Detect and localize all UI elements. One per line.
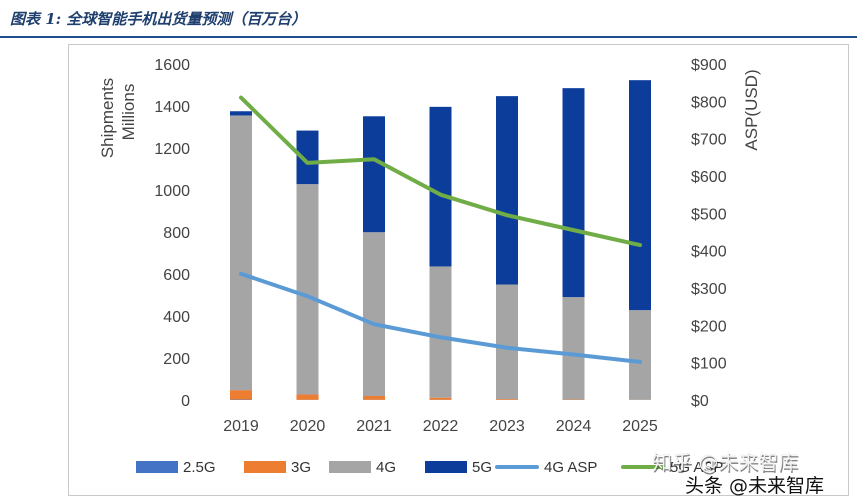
y-left-tick-1400: 1400 [154,99,190,116]
bar-5G-2023 [496,96,518,285]
y-left-label-line2: Millions [119,84,138,141]
legend-swatch-3g [244,461,286,473]
y-left-tick-800: 800 [163,225,190,242]
lines-layer [239,95,642,364]
bar-4G-2024 [562,297,585,400]
right-axis-ticks: $0 $100 $200 $300 $400 $500 $600 $700 $800 $900 [691,57,727,410]
y-left-tick-400: 400 [163,309,190,326]
figure-title-bar: 图表 1: 全球智能手机出货量预测（百万台） [0,0,857,38]
y-right-tick-100: $100 [691,356,727,373]
bar-3G-2021 [363,396,385,400]
figure-title: 图表 1: 全球智能手机出货量预测（百万台） [10,10,307,28]
legend: 2.5G 3G 4G 5G 4G ASP 5G ASP [136,459,723,476]
bar-5G-2020 [296,130,319,185]
watermark-primary-shadow: 知乎 @未来智库 [653,452,799,476]
line-5g-asp [239,95,642,248]
legend-swatch-4g [329,461,371,473]
y-right-tick-900: $900 [691,57,727,74]
x-tick-2020: 2020 [290,418,326,435]
bar-5G-2025 [629,80,651,311]
left-axis-ticks: 0 200 400 600 800 1000 1200 1400 1600 [154,57,190,410]
y-right-tick-300: $300 [691,281,727,298]
watermark-primary: 知乎 @未来智库 [652,450,798,474]
bar-3G-2023 [496,399,518,400]
y-right-tick-600: $600 [691,169,727,186]
bar-4G-2020 [296,184,319,395]
bar-5G-2021 [363,116,385,233]
y-left-tick-600: 600 [163,267,190,284]
watermark-secondary: 头条 @未来智库 [685,475,824,497]
x-tick-2023: 2023 [489,418,525,435]
bar-4G-2021 [363,232,385,397]
bar-3G-2019 [230,390,252,400]
legend-label-4g-asp: 4G ASP [544,459,597,476]
legend-label-2-5g: 2.5G [183,459,216,476]
legend-label-3g: 3G [291,459,311,476]
y-left-tick-200: 200 [163,351,190,368]
bar-4G-2022 [429,266,452,398]
y-right-tick-200: $200 [691,318,727,335]
bar-5G-2024 [562,88,585,298]
bar-5G-2022 [429,106,452,267]
bars-layer [230,80,651,400]
bar-3G-2020 [296,394,319,400]
chart-frame [68,44,849,496]
line-4g-asp [239,271,642,364]
x-tick-2022: 2022 [423,418,459,435]
bar-5G-2019 [230,111,252,116]
bar-4G-2019 [230,115,252,391]
bar-3G-2022 [429,397,452,400]
x-tick-2021: 2021 [356,418,392,435]
legend-label-4g: 4G [376,459,396,476]
y-right-tick-500: $500 [691,206,727,223]
legend-swatch-2-5g [136,461,178,473]
x-tick-2019: 2019 [223,418,259,435]
y-right-tick-800: $800 [691,94,727,111]
x-axis-ticks: 2019 2020 2021 2022 2023 2024 2025 [223,418,658,435]
y-left-tick-1200: 1200 [154,141,190,158]
y-left-tick-1000: 1000 [154,183,190,200]
bar-4G-2023 [496,284,518,400]
y-left-label-line1: Shipments [98,78,117,158]
legend-label-5g: 5G [472,459,492,476]
y-right-label: ASP(USD) [742,69,761,150]
y-right-tick-400: $400 [691,244,727,261]
legend-swatch-5g [425,461,467,473]
y-left-tick-1600: 1600 [154,57,190,74]
y-right-tick-0: $0 [691,393,709,410]
bar-4G-2025 [629,310,651,400]
y-right-tick-700: $700 [691,132,727,149]
x-tick-2025: 2025 [622,418,658,435]
legend-label-5g-asp: 5G ASP [670,459,723,476]
y-left-tick-0: 0 [181,393,190,410]
x-tick-2024: 2024 [556,418,592,435]
